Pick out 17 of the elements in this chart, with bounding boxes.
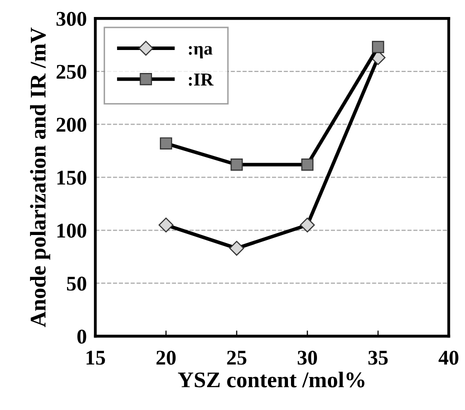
x-tick-label: 35 <box>368 350 388 365</box>
y-tick-label: 0 <box>77 330 86 344</box>
y-tick-label: 100 <box>57 224 86 238</box>
x-axis-title: YSZ content /mol% <box>178 372 364 388</box>
y-tick-label: 150 <box>57 170 86 185</box>
y-tick-label: 300 <box>56 12 86 26</box>
x-tick-label: 30 <box>298 350 317 365</box>
y-tick-label: 200 <box>56 118 86 132</box>
legend-label: :IR <box>188 74 214 86</box>
y-axis-title: Anode polarization and IR /mV <box>30 28 50 328</box>
y-tick-label: 50 <box>66 276 86 291</box>
x-tick-label: 25 <box>227 350 246 365</box>
x-tick-label: 40 <box>438 350 458 365</box>
legend-label: :ηa <box>188 46 212 58</box>
y-tick-label: 250 <box>56 64 86 79</box>
x-tick-label: 20 <box>156 350 176 365</box>
x-tick-label: 15 <box>86 350 105 365</box>
